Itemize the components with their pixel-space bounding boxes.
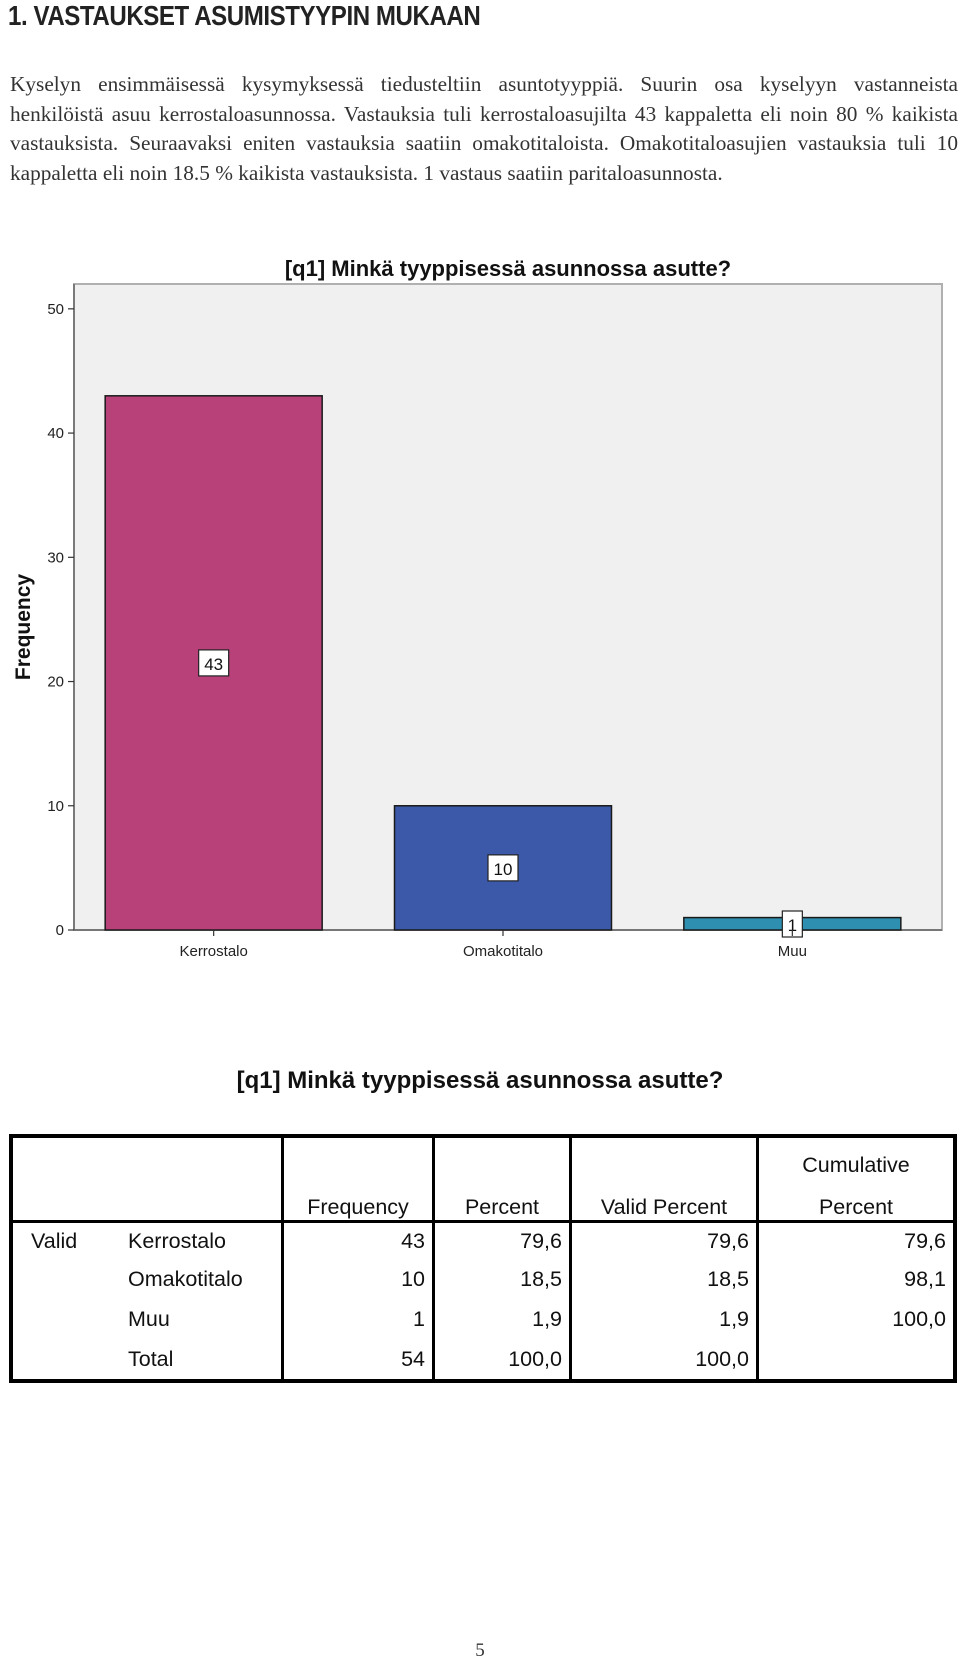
page-number: 5 — [475, 1640, 485, 1661]
header-cell — [281, 1136, 434, 1178]
x-tick-label: Muu — [778, 943, 807, 960]
cell-valid-percent: 18,5 — [569, 1259, 758, 1299]
row-label: Kerrostalo — [128, 1228, 226, 1253]
header-cell — [569, 1136, 758, 1178]
cell-cumulative-percent — [756, 1339, 955, 1381]
header-cell — [432, 1136, 571, 1178]
row-label: Total — [128, 1346, 174, 1371]
cell-cumulative-percent: 79,6 — [756, 1221, 955, 1259]
data-label: 10 — [494, 860, 513, 879]
row-label: Omakotitalo — [128, 1266, 243, 1291]
data-label-box — [781, 910, 803, 938]
cell-valid-percent: 100,0 — [569, 1339, 758, 1381]
row-group-label — [11, 1339, 121, 1381]
chart-title: [q1] Minkä tyyppisessä asunnossa asutte? — [285, 260, 731, 281]
y-tick-label: 10 — [47, 798, 64, 815]
header-cell — [121, 1178, 283, 1223]
cell-valid-percent: 79,6 — [569, 1221, 758, 1259]
table-header-row: Cumulative — [11, 1136, 955, 1178]
cell-percent: 79,6 — [432, 1221, 571, 1259]
cell-frequency: 54 — [281, 1339, 434, 1381]
y-tick-label: 20 — [47, 674, 64, 691]
table-row: Muu 1 1,9 1,9 100,0 — [11, 1299, 955, 1339]
table-header-row: Frequency Percent Valid Percent Percent — [11, 1178, 955, 1223]
data-label-box — [487, 854, 519, 882]
cell-frequency: 1 — [281, 1299, 434, 1339]
header-cell — [11, 1178, 121, 1223]
header-frequency: Frequency — [281, 1178, 434, 1223]
table-row: Omakotitalo 10 18,5 18,5 98,1 — [11, 1259, 955, 1299]
y-tick-label: 0 — [56, 922, 64, 939]
section-heading: 1. VASTAUKSET ASUMISTYYPIN MUKAAN — [8, 0, 481, 31]
cell-cumulative-percent: 98,1 — [756, 1259, 955, 1299]
row-group-label — [11, 1259, 121, 1299]
intro-paragraph: Kyselyn ensimmäisessä kysymyksessä tiedu… — [10, 72, 958, 185]
x-tick-label: Kerrostalo — [179, 943, 247, 960]
header-valid-percent: Valid Percent — [569, 1178, 758, 1223]
row-group-label — [11, 1299, 121, 1339]
cell-frequency: 43 — [281, 1221, 434, 1259]
table-row: Valid Kerrostalo 43 79,6 79,6 79,6 — [11, 1221, 955, 1259]
y-tick-label: 30 — [47, 549, 64, 566]
header-cumulative-percent: Percent — [756, 1178, 955, 1223]
data-label-box — [198, 649, 230, 677]
row-label: Muu — [128, 1306, 170, 1331]
data-label: 1 — [788, 916, 797, 935]
y-axis-label: Frequency — [12, 574, 35, 681]
cell-percent: 18,5 — [432, 1259, 571, 1299]
cell-cumulative-percent: 100,0 — [756, 1299, 955, 1339]
cell-frequency: 10 — [281, 1259, 434, 1299]
header-cell — [121, 1136, 283, 1178]
y-tick-label: 40 — [47, 425, 64, 442]
frequency-table: Cumulative Frequency Percent Valid Perce… — [9, 1134, 957, 1383]
header-cell — [11, 1136, 121, 1178]
chart-svg: [q1] Minkä tyyppisessä asunnossa asutte?… — [12, 260, 943, 960]
cell-valid-percent: 1,9 — [569, 1299, 758, 1339]
cell-percent: 100,0 — [432, 1339, 571, 1381]
table-row: Total 54 100,0 100,0 — [11, 1339, 955, 1381]
bar-chart: [q1] Minkä tyyppisessä asunnossa asutte?… — [0, 260, 960, 980]
header-cell: Cumulative — [756, 1136, 955, 1178]
header-percent: Percent — [432, 1178, 571, 1223]
y-tick-label: 50 — [47, 301, 64, 318]
row-group-label: Valid — [31, 1228, 78, 1253]
table-title: [q1] Minkä tyyppisessä asunnossa asutte? — [236, 1067, 724, 1094]
data-label: 43 — [204, 655, 223, 674]
cell-percent: 1,9 — [432, 1299, 571, 1339]
x-tick-label: Omakotitalo — [463, 943, 543, 960]
